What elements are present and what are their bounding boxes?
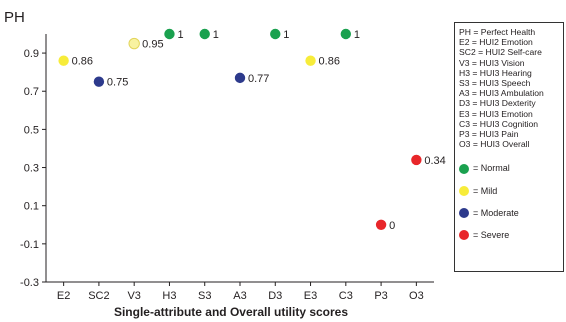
data-point-p3 bbox=[375, 219, 387, 230]
y-axis-title: PH bbox=[4, 9, 25, 26]
legend-item-normal: = Normal bbox=[459, 163, 560, 174]
y-tick-label: 0.9 bbox=[24, 48, 39, 60]
legend-label: = Normal bbox=[473, 163, 510, 174]
y-tick-label: 0.3 bbox=[24, 163, 39, 175]
data-label-h3: 1 bbox=[177, 29, 183, 41]
legend-item-mild: = Mild bbox=[459, 186, 560, 196]
abbreviation-item: SC2 = HUI2 Self-care bbox=[459, 47, 542, 58]
data-label-a3: 0.77 bbox=[248, 73, 269, 85]
legend-item-severe: = Severe bbox=[459, 230, 560, 241]
data-point-v3 bbox=[128, 37, 140, 50]
y-ticks: 0.9 0.7 0.5 0.3 0.1 -0.1 -0.3 bbox=[20, 48, 46, 289]
abbreviation-item: O3 = HUI3 Overall bbox=[459, 139, 530, 150]
abbreviation-item: S3 = HUI3 Speech bbox=[459, 78, 531, 89]
x-tick-label: H3 bbox=[162, 290, 176, 302]
x-tick-label: V3 bbox=[127, 290, 140, 302]
x-tick-label: SC2 bbox=[88, 290, 109, 302]
data-label-sc2: 0.75 bbox=[107, 77, 128, 89]
data-label-v3: 0.95 bbox=[142, 39, 163, 51]
data-point-a3 bbox=[234, 72, 246, 84]
x-tick-label: O3 bbox=[409, 290, 424, 302]
chart: PH 0.9 0.7 0.5 0.3 0.1 -0.1 -0.3 E2 SC2 V3 H3 S3 A3… bbox=[4, 9, 446, 319]
abbreviation-item: E3 = HUI3 Emotion bbox=[459, 108, 533, 119]
y-tick-label: -0.1 bbox=[20, 239, 39, 251]
data-point-e2 bbox=[58, 55, 69, 66]
data-label-s3: 1 bbox=[213, 29, 219, 41]
legend: PH = Perfect Health E2 = HUI2 Emotion SC… bbox=[454, 22, 564, 272]
legend-label: = Mild bbox=[473, 185, 498, 196]
legend-label: = Severe bbox=[473, 230, 510, 241]
abbreviation-item: C3 = HUI3 Cognition bbox=[459, 118, 539, 129]
data-point-d3 bbox=[270, 28, 281, 40]
y-tick-label: 0.1 bbox=[24, 201, 39, 213]
legend-label: = Moderate bbox=[473, 207, 519, 218]
x-tick-label: S3 bbox=[198, 290, 211, 302]
moderate-marker-icon bbox=[459, 207, 469, 218]
x-tick-label: D3 bbox=[268, 290, 282, 302]
x-tick-label: E3 bbox=[304, 290, 317, 302]
legend-item-moderate: = Moderate bbox=[459, 208, 560, 218]
abbreviation-item: PH = Perfect Health bbox=[459, 27, 536, 37]
abbreviation-item: P3 = HUI3 Pain bbox=[459, 129, 519, 140]
y-tick-label: -0.3 bbox=[20, 277, 39, 289]
data-point-c3 bbox=[340, 28, 352, 40]
data-label-e3: 0.86 bbox=[319, 56, 340, 68]
data-point-sc2 bbox=[93, 76, 105, 87]
x-axis-title: Single-attribute and Overall utility sco… bbox=[114, 305, 348, 319]
x-ticks: E2 SC2 V3 H3 S3 A3 D3 E3 C3 P3 O3 bbox=[57, 282, 424, 302]
y-tick-label: 0.7 bbox=[24, 86, 39, 98]
abbreviation-item: V3 = HUI3 Vision bbox=[459, 57, 525, 68]
x-tick-label: C3 bbox=[339, 290, 353, 302]
data-point-e3 bbox=[305, 55, 316, 66]
abbreviation-item: A3 = HUI3 Ambulation bbox=[459, 88, 544, 99]
data-label-o3: 0.34 bbox=[424, 155, 445, 167]
data-point-s3 bbox=[199, 28, 210, 40]
data-point-o3 bbox=[411, 154, 422, 166]
data-label-c3: 1 bbox=[354, 29, 360, 41]
data-label-d3: 1 bbox=[283, 29, 289, 41]
data-point-h3 bbox=[164, 28, 175, 40]
abbreviation-item: H3 = HUI3 Hearing bbox=[459, 67, 532, 78]
data-points: 0.86 0.75 0.95 1 1 0.77 1 0.86 1 0 0.34 bbox=[58, 28, 446, 232]
abbreviation-item: E2 = HUI2 Emotion bbox=[459, 37, 533, 48]
data-label-p3: 0 bbox=[389, 220, 395, 232]
abbreviation-list: PH = Perfect Health E2 = HUI2 Emotion SC… bbox=[459, 27, 560, 149]
abbreviation-item: D3 = HUI3 Dexterity bbox=[459, 98, 536, 109]
data-label-e2: 0.86 bbox=[72, 56, 93, 68]
y-tick-label: 0.5 bbox=[24, 124, 39, 136]
severity-legend: = Normal = Mild = Moderate = Severe bbox=[459, 163, 560, 241]
severe-marker-icon bbox=[459, 230, 469, 241]
normal-marker-icon bbox=[459, 163, 469, 174]
mild-marker-icon bbox=[459, 185, 469, 196]
x-tick-label: E2 bbox=[57, 290, 70, 302]
x-tick-label: P3 bbox=[374, 290, 387, 302]
x-tick-label: A3 bbox=[233, 290, 246, 302]
